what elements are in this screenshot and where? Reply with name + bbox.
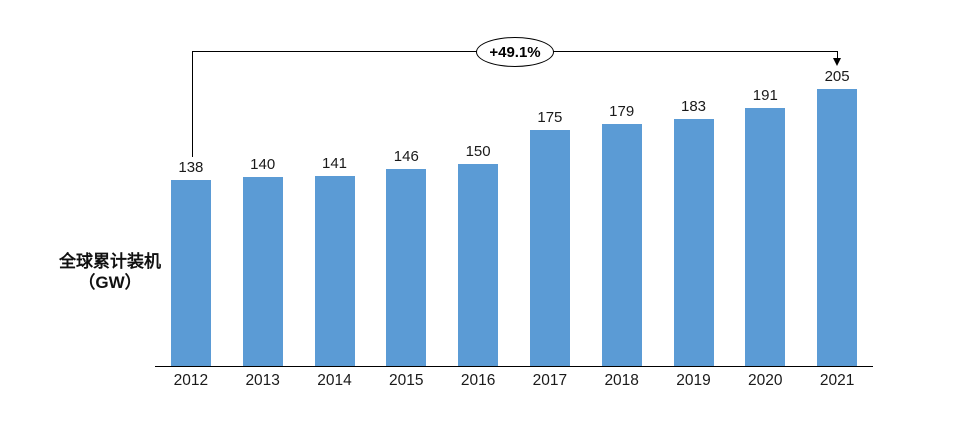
value-label-2020: 191 <box>752 87 778 104</box>
category-label-2021: 2021 <box>819 372 855 389</box>
bar-2015 <box>386 169 427 367</box>
value-label-2021: 205 <box>824 68 850 85</box>
category-label-2018: 2018 <box>604 372 639 389</box>
category-label-2013: 2013 <box>245 372 280 389</box>
bar-2014 <box>314 176 355 367</box>
value-label-2014: 141 <box>321 155 348 172</box>
bar-2013 <box>242 177 283 367</box>
value-label-2019: 183 <box>680 98 707 115</box>
value-label-2017: 175 <box>537 109 563 126</box>
category-label-2016: 2016 <box>460 372 496 389</box>
growth-bracket-right-line <box>836 51 838 59</box>
value-label-2015: 146 <box>393 148 419 165</box>
category-label-2020: 2020 <box>748 372 783 389</box>
bar-2018 <box>601 124 642 367</box>
category-label-2015: 2015 <box>389 372 424 389</box>
growth-bracket-left-line <box>192 51 193 157</box>
value-label-2016: 150 <box>465 143 491 160</box>
arrow-down-icon <box>832 58 841 66</box>
y-axis-title-line2: （GW） <box>78 273 142 292</box>
category-label-2014: 2014 <box>317 372 352 389</box>
bar-2017 <box>529 130 570 367</box>
y-axis-title-line1: 全球累计装机 <box>59 252 161 271</box>
value-label-2012: 138 <box>178 159 204 176</box>
category-label-2019: 2019 <box>676 372 711 389</box>
bar-2019 <box>673 119 714 367</box>
bar-2012 <box>170 180 211 367</box>
bar-2020 <box>745 108 786 367</box>
category-label-2017: 2017 <box>532 372 568 389</box>
value-label-2013: 140 <box>250 156 276 173</box>
growth-callout: +49.1% <box>476 37 554 67</box>
bar-2016 <box>458 164 499 367</box>
category-label-2012: 2012 <box>173 372 209 389</box>
y-axis-title: 全球累计装机 （GW） <box>48 251 172 293</box>
bar-2021 <box>817 89 858 367</box>
growth-callout-label: +49.1% <box>489 43 541 61</box>
value-label-2018: 179 <box>609 103 635 120</box>
x-axis-line <box>155 366 873 367</box>
